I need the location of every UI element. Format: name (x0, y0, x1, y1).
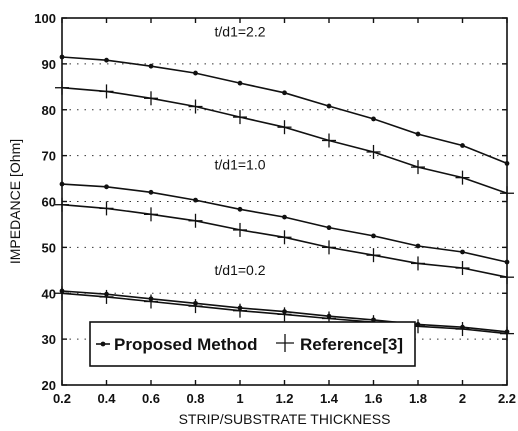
data-point (415, 243, 421, 249)
x-tick-label: 1.4 (320, 391, 339, 406)
data-point (326, 225, 332, 231)
curve-annotation: t/d1=0.2 (215, 262, 266, 278)
curve-annotation: t/d1=1.0 (215, 156, 266, 172)
data-point (148, 63, 154, 69)
x-tick-label: 0.8 (186, 391, 204, 406)
data-point (237, 80, 243, 86)
y-tick-label: 20 (42, 378, 56, 393)
data-point (371, 233, 376, 239)
data-point (237, 206, 243, 212)
series-proposed (59, 181, 510, 265)
data-point (193, 197, 198, 203)
x-axis-title: STRIP/SUBSTRATE THICKNESS (179, 411, 391, 427)
data-point (104, 184, 109, 190)
x-tick-label: 0.2 (53, 391, 71, 406)
x-tick-label: 2 (459, 391, 466, 406)
x-tick-label: 2.2 (498, 391, 516, 406)
legend-proposed-marker (96, 341, 110, 347)
x-tick-label: 1.6 (364, 391, 382, 406)
y-tick-label: 80 (42, 103, 56, 118)
data-point (148, 189, 154, 195)
y-tick-label: 60 (42, 195, 56, 210)
x-tick-label: 1 (236, 391, 243, 406)
series-reference (55, 80, 514, 201)
data-point (100, 341, 106, 347)
legend-reference-marker (276, 334, 294, 352)
grid-layer (62, 63, 507, 340)
y-tick-label: 70 (42, 149, 56, 164)
series-proposed (59, 54, 510, 166)
data-point (282, 90, 287, 96)
series-line (61, 183, 508, 263)
series-layer (55, 54, 514, 341)
legend-proposed-label: Proposed Method (114, 335, 258, 354)
data-point (282, 214, 287, 220)
data-point (104, 57, 109, 63)
data-point (460, 249, 465, 255)
data-point (415, 131, 421, 137)
curve-annotation: t/d1=2.2 (215, 23, 266, 39)
y-tick-label: 50 (42, 240, 56, 255)
legend-reference-label: Reference[3] (300, 335, 403, 354)
y-axis-title: IMPEDANCE [Ohm] (7, 139, 23, 264)
y-tick-label: 90 (42, 57, 56, 72)
data-point (460, 143, 465, 148)
series-line (61, 56, 508, 165)
legend-box (89, 321, 416, 367)
y-tick-label: 100 (34, 11, 56, 26)
data-point (326, 103, 332, 109)
y-tick-label: 40 (42, 286, 56, 301)
data-point (371, 116, 376, 122)
tick-layer: 20 30 40 50 60 70 80 90 100 0.2 0.4 0.6 0.8 1 1.2 1.4 1.… (34, 11, 516, 406)
x-tick-label: 1.8 (409, 391, 427, 406)
annotation-layer: t/d1=2.2 t/d1=1.0 t/d1=0.2 (215, 23, 266, 278)
data-point (193, 70, 198, 76)
x-tick-label: 1.2 (275, 391, 293, 406)
x-tick-label: 0.6 (142, 391, 160, 406)
legend: Proposed Method Reference[3] (89, 321, 416, 367)
y-tick-label: 30 (42, 332, 56, 347)
series-reference (55, 197, 514, 285)
x-tick-label: 0.4 (97, 391, 116, 406)
